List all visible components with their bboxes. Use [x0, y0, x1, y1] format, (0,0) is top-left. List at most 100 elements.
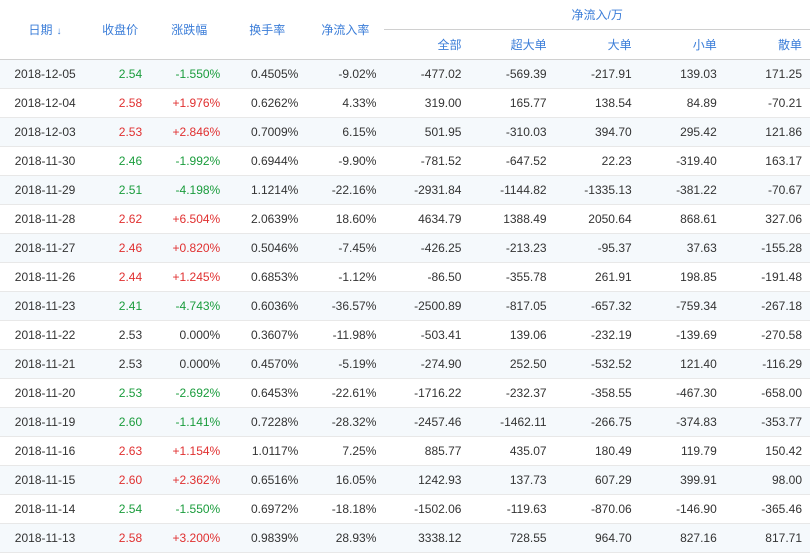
cell-date: 2018-11-16	[0, 437, 90, 466]
cell-inflow-rate: -7.45%	[306, 234, 384, 263]
cell-super-large: -119.63	[469, 495, 554, 524]
header-turnover-rate[interactable]: 换手率	[228, 0, 306, 60]
table-row[interactable]: 2018-11-132.58+3.200%0.9839%28.93%3338.1…	[0, 524, 810, 553]
cell-inflow-rate: 28.93%	[306, 524, 384, 553]
cell-date: 2018-11-27	[0, 234, 90, 263]
cell-large: -232.19	[555, 321, 640, 350]
cell-inflow-rate: -9.02%	[306, 60, 384, 89]
cell-super-large: 139.06	[469, 321, 554, 350]
cell-turnover-rate: 0.6262%	[228, 89, 306, 118]
cell-small: 37.63	[640, 234, 725, 263]
cell-inflow-rate: 4.33%	[306, 89, 384, 118]
table-header: 日期↓ 收盘价 涨跌幅 换手率 净流入率 净流入/万 全部 超大单 大单 小单 …	[0, 0, 810, 60]
cell-retail: 171.25	[725, 60, 810, 89]
cell-change-pct: +2.846%	[150, 118, 228, 147]
cell-turnover-rate: 0.6516%	[228, 466, 306, 495]
cell-all: 3338.12	[384, 524, 469, 553]
cell-close-price: 2.46	[90, 234, 150, 263]
cell-large: -1335.13	[555, 176, 640, 205]
cell-change-pct: +6.504%	[150, 205, 228, 234]
table-row[interactable]: 2018-11-192.60-1.141%0.7228%-28.32%-2457…	[0, 408, 810, 437]
cell-turnover-rate: 0.6853%	[228, 263, 306, 292]
cell-close-price: 2.60	[90, 466, 150, 495]
cell-all: -781.52	[384, 147, 469, 176]
table-row[interactable]: 2018-11-222.530.000%0.3607%-11.98%-503.4…	[0, 321, 810, 350]
header-date[interactable]: 日期↓	[0, 0, 90, 60]
cell-inflow-rate: 7.25%	[306, 437, 384, 466]
cell-retail: -267.18	[725, 292, 810, 321]
table-row[interactable]: 2018-11-272.46+0.820%0.5046%-7.45%-426.2…	[0, 234, 810, 263]
table-row[interactable]: 2018-11-152.60+2.362%0.6516%16.05%1242.9…	[0, 466, 810, 495]
cell-large: 607.29	[555, 466, 640, 495]
cell-large: -266.75	[555, 408, 640, 437]
cell-super-large: -817.05	[469, 292, 554, 321]
table-row[interactable]: 2018-11-232.41-4.743%0.6036%-36.57%-2500…	[0, 292, 810, 321]
cell-turnover-rate: 0.9839%	[228, 524, 306, 553]
table-row[interactable]: 2018-11-162.63+1.154%1.0117%7.25%885.774…	[0, 437, 810, 466]
cell-inflow-rate: 6.15%	[306, 118, 384, 147]
cell-retail: -365.46	[725, 495, 810, 524]
cell-small: 84.89	[640, 89, 725, 118]
cell-all: 4634.79	[384, 205, 469, 234]
cell-large: -657.32	[555, 292, 640, 321]
table-row[interactable]: 2018-11-212.530.000%0.4570%-5.19%-274.90…	[0, 350, 810, 379]
header-close-price[interactable]: 收盘价	[90, 0, 150, 60]
cell-date: 2018-11-28	[0, 205, 90, 234]
table-row[interactable]: 2018-12-042.58+1.976%0.6262%4.33%319.001…	[0, 89, 810, 118]
cell-small: 399.91	[640, 466, 725, 495]
table-row[interactable]: 2018-11-142.54-1.550%0.6972%-18.18%-1502…	[0, 495, 810, 524]
cell-close-price: 2.44	[90, 263, 150, 292]
cell-large: 22.23	[555, 147, 640, 176]
header-inflow-rate[interactable]: 净流入率	[306, 0, 384, 60]
cell-change-pct: -1.550%	[150, 60, 228, 89]
cell-small: -319.40	[640, 147, 725, 176]
cell-date: 2018-11-14	[0, 495, 90, 524]
cell-small: 827.16	[640, 524, 725, 553]
cell-change-pct: 0.000%	[150, 321, 228, 350]
table-row[interactable]: 2018-11-302.46-1.992%0.6944%-9.90%-781.5…	[0, 147, 810, 176]
cell-large: 138.54	[555, 89, 640, 118]
table-row[interactable]: 2018-12-052.54-1.550%0.4505%-9.02%-477.0…	[0, 60, 810, 89]
cell-turnover-rate: 0.7228%	[228, 408, 306, 437]
cell-date: 2018-12-05	[0, 60, 90, 89]
header-super-large[interactable]: 超大单	[469, 30, 554, 60]
cell-large: 2050.64	[555, 205, 640, 234]
table-row[interactable]: 2018-11-202.53-2.692%0.6453%-22.61%-1716…	[0, 379, 810, 408]
cell-large: 261.91	[555, 263, 640, 292]
table-row[interactable]: 2018-11-262.44+1.245%0.6853%-1.12%-86.50…	[0, 263, 810, 292]
cell-close-price: 2.60	[90, 408, 150, 437]
cell-large: -358.55	[555, 379, 640, 408]
cell-turnover-rate: 1.1214%	[228, 176, 306, 205]
cell-super-large: 252.50	[469, 350, 554, 379]
header-change-pct[interactable]: 涨跌幅	[150, 0, 228, 60]
header-all[interactable]: 全部	[384, 30, 469, 60]
cell-retail: -191.48	[725, 263, 810, 292]
cell-change-pct: -4.198%	[150, 176, 228, 205]
cell-inflow-rate: -11.98%	[306, 321, 384, 350]
header-large[interactable]: 大单	[555, 30, 640, 60]
cell-all: -2457.46	[384, 408, 469, 437]
cell-date: 2018-11-22	[0, 321, 90, 350]
cell-large: 964.70	[555, 524, 640, 553]
cell-inflow-rate: -36.57%	[306, 292, 384, 321]
cell-change-pct: +2.362%	[150, 466, 228, 495]
cell-super-large: -647.52	[469, 147, 554, 176]
cell-all: -86.50	[384, 263, 469, 292]
cell-date: 2018-11-29	[0, 176, 90, 205]
cell-super-large: 165.77	[469, 89, 554, 118]
header-small[interactable]: 小单	[640, 30, 725, 60]
cell-all: 1242.93	[384, 466, 469, 495]
cell-change-pct: +1.976%	[150, 89, 228, 118]
cell-small: 121.40	[640, 350, 725, 379]
cell-date: 2018-11-20	[0, 379, 90, 408]
table-row[interactable]: 2018-12-032.53+2.846%0.7009%6.15%501.95-…	[0, 118, 810, 147]
cell-super-large: -355.78	[469, 263, 554, 292]
table-row[interactable]: 2018-11-282.62+6.504%2.0639%18.60%4634.7…	[0, 205, 810, 234]
cell-change-pct: 0.000%	[150, 350, 228, 379]
cell-change-pct: +1.154%	[150, 437, 228, 466]
cell-small: -759.34	[640, 292, 725, 321]
header-retail[interactable]: 散单	[725, 30, 810, 60]
table-row[interactable]: 2018-11-292.51-4.198%1.1214%-22.16%-2931…	[0, 176, 810, 205]
cell-change-pct: +0.820%	[150, 234, 228, 263]
cell-small: -467.30	[640, 379, 725, 408]
